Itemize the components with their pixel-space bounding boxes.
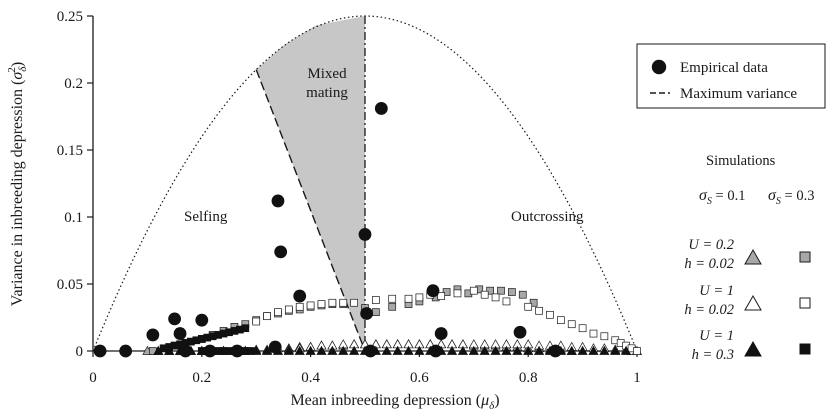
sim-row3-h: h = 0.3 [692, 347, 734, 363]
legend-white-square-marker [800, 298, 810, 308]
x-tick-label: 0.6 [410, 370, 429, 386]
legend-empirical-marker [652, 60, 666, 74]
empirical-data-point [179, 345, 192, 358]
simulation-point-square-white [329, 299, 336, 306]
sim-row2-u: U = 1 [699, 283, 734, 299]
simulation-point-square-white [481, 291, 488, 298]
y-axis-ticks: 0 0.05 0.1 0.15 0.2 0.25 [57, 9, 93, 360]
sim-row3-u: U = 1 [699, 328, 734, 344]
simulation-point-square-white [557, 317, 564, 324]
empirical-data-point [119, 345, 132, 358]
simulation-point-square-white [601, 333, 608, 340]
simulation-point-square-white [340, 299, 347, 306]
empirical-data-point [514, 326, 527, 339]
empirical-data-point [360, 307, 373, 320]
legend: Empirical data Maximum variance [637, 44, 825, 108]
empirical-data-point [359, 228, 372, 241]
simulation-point-square-white [590, 330, 597, 337]
y-tick-label: 0 [76, 344, 84, 360]
y-tick-label: 0.25 [57, 9, 83, 25]
empirical-data-point [204, 345, 217, 358]
empirical-data-point [272, 195, 285, 208]
empirical-data-point [375, 102, 388, 115]
simulation-point-square-black [247, 348, 254, 355]
simulation-point-square-white [454, 290, 461, 297]
simulation-point-square-grey [389, 303, 396, 310]
region-label-mixed-1: Mixed [307, 66, 347, 82]
simulation-point-square-white [525, 303, 532, 310]
legend-white-triangle-marker [745, 296, 761, 310]
simulation-point-square-white [546, 311, 553, 318]
simulation-point-square-grey [498, 287, 505, 294]
legend-max-variance-label: Maximum variance [680, 86, 797, 102]
empirical-data-point [174, 327, 187, 340]
simulation-point-square-white [253, 318, 260, 325]
simulation-point-square-white [351, 299, 358, 306]
simulation-point-square-white [416, 294, 423, 301]
simulation-point-square-white [296, 303, 303, 310]
simulation-point-square-white [536, 307, 543, 314]
y-tick-label: 0.05 [57, 277, 83, 293]
empirical-data-point [195, 314, 208, 327]
empirical-data-point [435, 327, 448, 340]
simulation-point-square-grey [519, 291, 526, 298]
y-axis-title: Variance in inbreeding depression (σδ2) [6, 62, 29, 306]
x-axis-title: Mean inbreeding depression (μδ) [290, 392, 499, 412]
simulation-point-square-black [242, 325, 249, 332]
simulation-point-square-white [438, 293, 445, 300]
empirical-data-point [168, 312, 181, 325]
y-tick-label: 0.15 [57, 143, 83, 159]
sim-row2-h: h = 0.02 [684, 302, 734, 318]
sim-row1-h: h = 0.02 [684, 256, 734, 272]
x-tick-label: 0.8 [519, 370, 538, 386]
legend-empirical-label: Empirical data [680, 60, 768, 76]
simulation-point-square-white [492, 294, 499, 301]
simulation-point-square-white [264, 313, 271, 320]
sigma-col1-header: σS = 0.1 [699, 187, 745, 207]
simulation-legend-title: Simulations [706, 153, 776, 169]
y-tick-label: 0.2 [64, 76, 83, 92]
empirical-data-point [94, 345, 107, 358]
region-label-outcrossing: Outcrossing [511, 209, 584, 225]
empirical-data-point [427, 284, 440, 297]
empirical-data-point [549, 345, 562, 358]
simulation-legend: Simulations σS = 0.1 σS = 0.3 U = 0.2 h … [684, 153, 814, 363]
simulation-point-square-white [634, 348, 641, 355]
empirical-data-point [429, 345, 442, 358]
legend-grey-triangle-marker [745, 250, 761, 264]
simulation-point-square-white [405, 295, 412, 302]
empirical-data-point [364, 345, 377, 358]
simulation-point-square-white [503, 298, 510, 305]
x-tick-label: 1 [633, 370, 641, 386]
simulation-point-square-white [318, 301, 325, 308]
empirical-data-point [146, 329, 159, 342]
simulation-point-square-grey [372, 309, 379, 316]
simulation-series [143, 286, 642, 355]
empirical-data-point [231, 345, 244, 358]
simulation-point-square-grey [508, 289, 515, 296]
sim-row1-u: U = 0.2 [688, 237, 734, 253]
x-tick-label: 0.4 [301, 370, 320, 386]
empirical-data-point [293, 290, 306, 303]
simulation-point-square-white [568, 321, 575, 328]
legend-black-square-marker [800, 344, 810, 354]
simulation-point-square-white [579, 325, 586, 332]
simulation-point-square-white [372, 297, 379, 304]
simulation-point-square-white [389, 295, 396, 302]
region-label-selfing: Selfing [184, 209, 228, 225]
empirical-data-point [269, 341, 282, 354]
simulation-point-square-white [470, 287, 477, 294]
simulation-point-square-white [285, 306, 292, 313]
y-tick-label: 0.1 [64, 210, 83, 226]
legend-grey-square-marker [800, 252, 810, 262]
x-tick-label: 0.2 [192, 370, 211, 386]
empirical-data-point [274, 245, 287, 258]
simulation-point-square-white [307, 302, 314, 309]
legend-black-triangle-marker [745, 342, 761, 356]
simulation-point-square-white [274, 309, 281, 316]
x-tick-label: 0 [89, 370, 97, 386]
region-label-mixed-2: mating [306, 85, 348, 101]
sigma-col2-header: σS = 0.3 [768, 187, 814, 207]
